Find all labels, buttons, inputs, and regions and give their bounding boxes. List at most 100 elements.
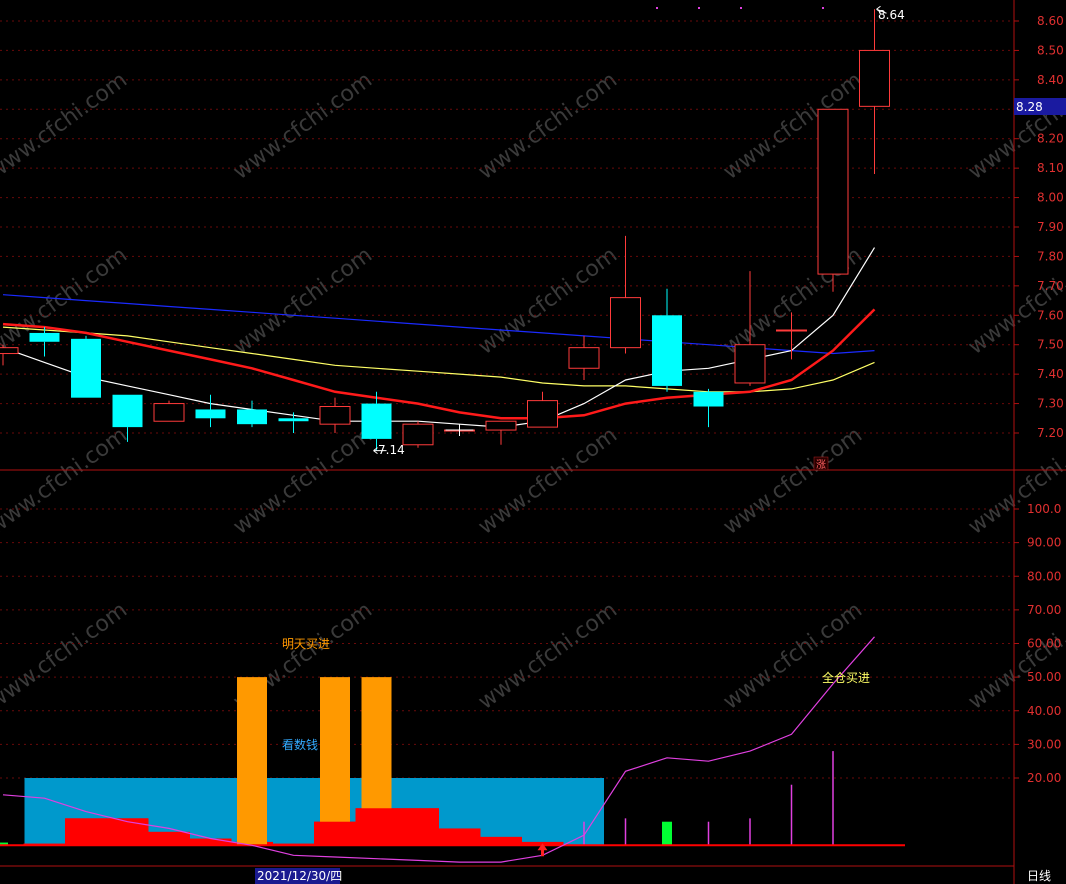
price-tick-label: 7.80 — [1037, 249, 1064, 263]
price-panel[interactable] — [0, 9, 890, 451]
buy-arrow-shape — [537, 843, 548, 857]
green-bar — [0, 842, 8, 846]
green-bar — [662, 821, 672, 846]
candle-body-down — [278, 418, 309, 422]
watermark-text: www.cfchi.com — [474, 598, 622, 715]
moving-average-lines — [2, 247, 876, 428]
crosshair-marker — [445, 424, 474, 437]
ma-long-line — [2, 326, 875, 393]
top-marker-dots — [656, 7, 824, 9]
red-step-bar — [189, 838, 232, 846]
watermark-text: www.cfchi.com — [474, 68, 622, 185]
watermark-text: www.cfchi.com — [229, 68, 377, 185]
price-tick-label: 7.50 — [1037, 338, 1064, 352]
count-money-label: 看数钱 — [282, 737, 318, 752]
date-label: 2021/12/30/四 — [257, 869, 342, 883]
indicator-tick-label: 50.00 — [1027, 670, 1061, 684]
red-step-bar — [148, 831, 190, 846]
watermark-text: www.cfchi.com — [719, 598, 867, 715]
magenta-indicator-line — [2, 636, 875, 863]
candle-body-up — [734, 344, 766, 384]
rise-badge: 涨 — [813, 456, 829, 471]
price-tick-label: 7.60 — [1037, 308, 1064, 322]
top-dot — [822, 7, 824, 9]
price-axis-ticks: 8.608.508.408.308.208.108.007.907.807.70… — [1014, 14, 1064, 440]
candle-body-down — [71, 338, 101, 398]
indicator-axis-ticks: 100.0 90.00 80.00 70.00 60.00 50.00 40.00 30.00… — [1014, 502, 1061, 785]
low-arrow-icon — [373, 447, 387, 455]
watermark-text: www.cfchi.com — [0, 423, 132, 540]
top-dot — [698, 7, 700, 9]
indicator-tick-label: 100.0 — [1027, 502, 1061, 516]
price-tick-label: 7.90 — [1037, 220, 1064, 234]
watermark-text: www.cfchi.com — [719, 423, 867, 540]
candle-body-down — [112, 394, 143, 428]
candle-body-up — [610, 297, 641, 349]
ma-short-line — [2, 247, 876, 428]
low-marker: 7.14 — [373, 443, 405, 457]
watermark-text: www.cfchi.com — [474, 243, 622, 360]
price-tick-label: 7.30 — [1037, 397, 1064, 411]
grid-lines — [0, 20, 1014, 779]
candle-body-up — [859, 49, 890, 107]
watermark-text: www.cfchi.com — [229, 243, 377, 360]
red-step-bar — [480, 836, 522, 846]
rise-badge-label: 涨 — [816, 459, 826, 471]
indicator-bars — [0, 677, 905, 847]
price-tick-label: 8.50 — [1037, 43, 1064, 57]
price-tick-label: 8.60 — [1037, 14, 1064, 28]
indicator-panel[interactable] — [0, 636, 905, 863]
red-step-bar-top — [106, 818, 149, 846]
candle-body-down — [237, 409, 267, 425]
candle-body-up — [153, 403, 185, 422]
candle-body-up — [817, 108, 849, 275]
price-tick-label: 8.00 — [1037, 191, 1064, 205]
high-arrow-icon — [876, 5, 887, 14]
indicator-tick-label: 90.00 — [1027, 536, 1061, 550]
buy-tomorrow-label: 明天买进 — [282, 637, 330, 651]
full-buy-label: 全仓买进 — [822, 670, 870, 685]
candle-body-down — [693, 391, 724, 407]
ma-mid-line — [2, 308, 876, 420]
candle-body-down — [652, 315, 682, 386]
orange-bar — [237, 677, 267, 846]
price-tick-label: 8.10 — [1037, 161, 1064, 175]
indicator-tick-label: 40.00 — [1027, 704, 1061, 718]
candle-body-up — [776, 329, 807, 332]
top-dot — [740, 7, 742, 9]
candle-body-up — [0, 347, 19, 355]
rise-badge-bg — [813, 456, 829, 471]
current-price-bg — [1014, 98, 1066, 115]
indicator-tick-label: 30.00 — [1027, 737, 1061, 751]
period-label[interactable]: 日线 — [1027, 869, 1051, 883]
current-price-marker: 8.28 — [1014, 98, 1066, 115]
indicator-tick-label: 20.00 — [1027, 771, 1061, 785]
current-price-label: 8.28 — [1016, 100, 1043, 114]
price-tick-label: 8.20 — [1037, 132, 1064, 146]
candle-body-down — [361, 403, 392, 439]
price-tick-label: 8.40 — [1037, 73, 1064, 87]
indicator-tick-label: 70.00 — [1027, 603, 1061, 617]
candle-body-up — [568, 347, 600, 369]
watermark-text: www.cfchi.com — [229, 423, 377, 540]
low-label: 7.14 — [378, 443, 405, 457]
high-label: 8.64 — [878, 8, 905, 22]
red-step-bar-top — [65, 818, 107, 846]
orange-bar — [320, 677, 350, 846]
candle-body-up — [527, 400, 558, 428]
candlesticks[interactable] — [0, 9, 890, 451]
price-tick-label: 7.20 — [1037, 426, 1064, 440]
indicator-tick-label: 60.00 — [1027, 637, 1061, 651]
price-tick-label: 7.70 — [1037, 279, 1064, 293]
red-step-bar-top — [314, 821, 356, 846]
watermark-text: www.cfchi.com — [0, 68, 132, 185]
candle-body-down — [29, 332, 60, 342]
red-step-bar — [438, 828, 481, 846]
red-step-bar-top — [397, 808, 439, 846]
ma-longest-line — [2, 294, 875, 355]
watermark-text: www.cfchi.com — [474, 423, 622, 540]
indicator-line — [2, 636, 875, 863]
watermark-text: www.cfchi.com — [964, 423, 1066, 540]
buy-arrow-icon — [537, 843, 548, 857]
